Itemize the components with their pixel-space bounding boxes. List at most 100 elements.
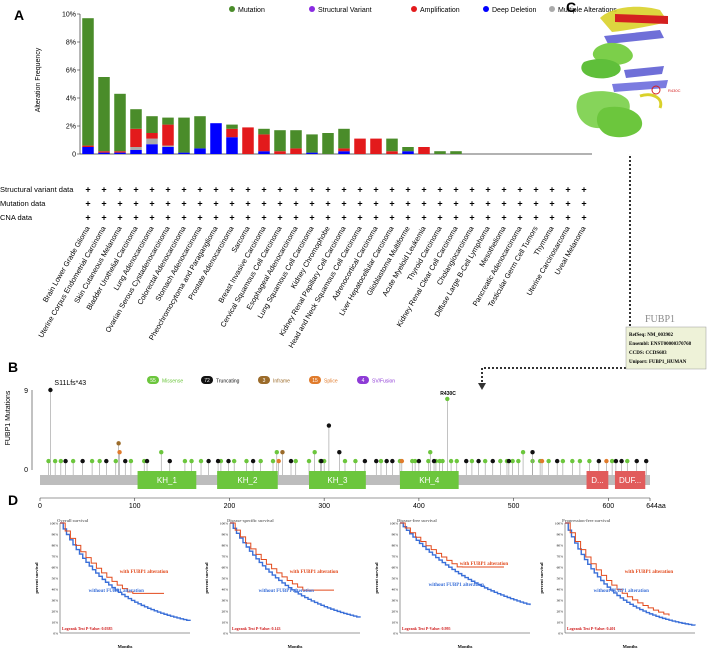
b-legend-label-inframe: Inframe [273, 379, 290, 385]
row-marker: + [549, 185, 554, 195]
bar-mutation [258, 128, 270, 135]
row-marker: + [437, 199, 442, 209]
km-plot-4: Progression-free survival 0% 10% 20% 30% 40% 5… [539, 518, 696, 649]
row-marker: + [101, 185, 106, 195]
legend-dot-mutation [229, 6, 235, 12]
lollipop-missense [258, 458, 263, 464]
row-marker: + [133, 185, 138, 195]
bar-multiple-alterations [162, 145, 174, 147]
lollipop-missense [312, 450, 317, 455]
bar-amplification [130, 128, 142, 147]
row-marker: + [149, 199, 154, 209]
b-legend-badge-missense [147, 376, 159, 384]
row-marker: + [517, 199, 522, 209]
lollipop-truncating [530, 450, 535, 455]
row-marker: + [389, 185, 394, 195]
bar-mutation [194, 116, 206, 149]
lollipop-missense [426, 458, 431, 464]
row-marker: + [149, 213, 154, 223]
domain-kh3 [309, 471, 366, 489]
km-ytick: 10% [557, 621, 564, 625]
domain-label: DUF... [619, 476, 641, 485]
gene-info-uniprot: Uniport: FUBP1_HUMAN [629, 360, 687, 365]
km-xlabel: Months [118, 644, 133, 649]
b-ytick-9: 9 [24, 388, 28, 395]
lollipop-truncating [215, 458, 221, 464]
row-marker: + [517, 213, 522, 223]
km-ytick: 90% [52, 533, 59, 537]
km-ylabel: percent survival [34, 562, 39, 594]
row-marker: + [293, 199, 298, 209]
bar-mutation [98, 77, 110, 152]
legend-label-mutation: Mutation [238, 7, 265, 14]
row-marker: + [357, 213, 362, 223]
lollipop-missense [274, 450, 280, 455]
bar-mutation [450, 151, 462, 154]
km-ytick: 100% [555, 522, 563, 526]
bar-deep-deletion [226, 137, 238, 154]
domain-kh2 [217, 471, 278, 489]
domain-label: KH_2 [237, 476, 258, 485]
row-marker: + [421, 199, 426, 209]
panel-label-b: B [8, 359, 18, 375]
bar-mutation [402, 147, 414, 152]
lollipop-truncating [431, 458, 437, 464]
b-legend-count: 3 [263, 378, 266, 384]
km-ytick: 100% [50, 522, 58, 526]
km-ytick: 0% [393, 632, 398, 636]
row-marker: + [485, 185, 490, 195]
row-marker: + [405, 199, 410, 209]
lollipop-truncating [416, 458, 422, 464]
row-marker: + [373, 185, 378, 195]
bar-amplification [290, 148, 302, 154]
row-marker: + [501, 185, 506, 195]
row-marker: + [533, 213, 538, 223]
km-curve-without [400, 522, 531, 606]
b-legend-label-missense: Missense [162, 379, 183, 385]
km-ytick: 30% [557, 599, 564, 603]
bar-deep-deletion [402, 151, 414, 154]
row-marker: + [549, 199, 554, 209]
lollipop-missense [97, 458, 102, 464]
row-marker: + [565, 213, 570, 223]
panel-a-bars [82, 18, 462, 154]
b-xtick-label: 0 [38, 503, 42, 510]
bar-mutation [290, 130, 302, 149]
lollipop-missense [128, 458, 134, 464]
bar-mutation [82, 18, 94, 146]
row-label: Mutation data [0, 199, 46, 208]
lollipop-truncating [123, 458, 128, 464]
legend-dot-amplification [411, 6, 417, 12]
domain-label: D... [591, 476, 603, 485]
lollipop-missense [306, 458, 312, 464]
km-xlabel: Months [288, 644, 303, 649]
bar-deep-deletion [338, 151, 350, 154]
lollipop-truncating [374, 458, 379, 464]
panel-a-ylabel: Alteration Frequency [35, 47, 42, 112]
row-marker: + [165, 185, 170, 195]
km-ytick: 20% [392, 610, 399, 614]
lollipop-truncating [288, 458, 294, 464]
lollipop-truncating [490, 458, 495, 464]
km-ytick: 90% [222, 533, 229, 537]
bar-amplification [98, 151, 110, 153]
lollipop-missense [498, 458, 503, 464]
lollipop-missense [440, 458, 445, 464]
km-xlabel: Months [458, 644, 473, 649]
row-marker: + [421, 213, 426, 223]
domain-kh4 [399, 471, 459, 489]
row-marker: + [309, 199, 314, 209]
a-ytick-label: 2% [66, 124, 76, 131]
bar-mutation [338, 128, 350, 149]
lollipop-missense [378, 458, 384, 464]
km-ytick: 80% [222, 544, 229, 548]
row-marker: + [581, 199, 586, 209]
km-label-without: without FUBP1 alteration [429, 583, 484, 588]
bar-deep-deletion [114, 152, 126, 154]
b-xtick-label: 600 [602, 503, 614, 510]
km-label-without: without FUBP1 alteration [594, 589, 649, 594]
lollipop-truncating [554, 458, 560, 464]
km-title: Disease-free survival [397, 518, 438, 523]
row-marker: + [197, 185, 202, 195]
